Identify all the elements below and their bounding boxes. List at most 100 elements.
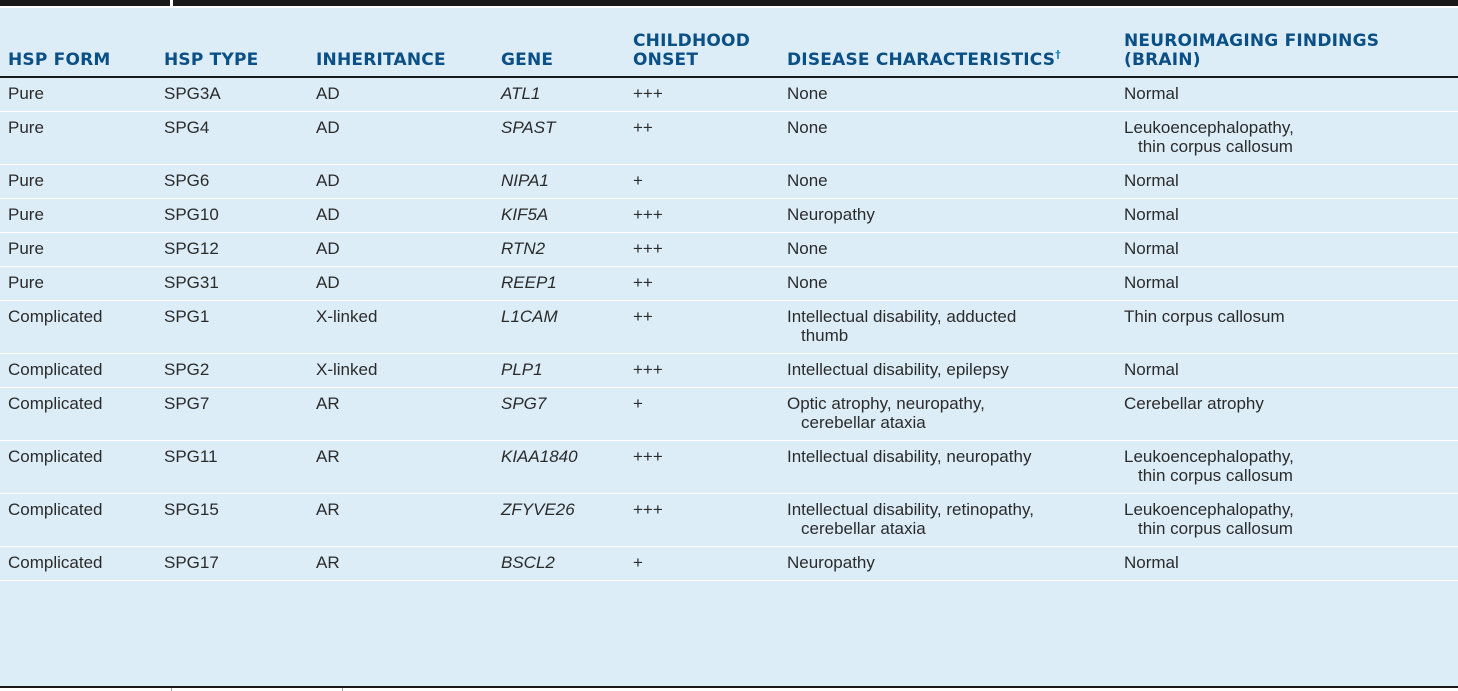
header-hsp-type: HSP TYPE (156, 8, 308, 78)
header-label: DISEASE CHARACTERISTICS (787, 50, 1056, 70)
table-row: Pure SPG4 AD SPAST ++ None Leukoencephalopathy… (0, 111, 1458, 165)
cell-neuroimaging-findings: Normal (1116, 164, 1458, 199)
header-disease-characteristics: DISEASE CHARACTERISTICS† (779, 8, 1116, 78)
cell-neuroimaging-findings: Leukoencephalopathy, thin corpus callosum (1116, 493, 1458, 547)
cell-hsp-type: SPG3A (156, 77, 308, 112)
cell-gene: NIPA1 (493, 164, 625, 199)
cell-childhood-onset: + (625, 546, 779, 581)
table-row: Complicated SPG1 X-linked L1CAM ++ Intellectu… (0, 300, 1458, 354)
cell-hsp-type: SPG15 (156, 493, 308, 547)
table-row: Pure SPG10 AD KIF5A +++ Neuropathy Normal (0, 198, 1458, 233)
bottom-rule (0, 686, 1458, 688)
cell-neuroimaging-findings: Normal (1116, 353, 1458, 388)
cell-neuroimaging-findings: Leukoencephalopathy, thin corpus callosum (1116, 440, 1458, 494)
cell-disease-characteristics: None (779, 111, 1116, 165)
cell-childhood-onset: ++ (625, 300, 779, 354)
cell-childhood-onset: + (625, 387, 779, 441)
cell-neuroimaging-findings: Normal (1116, 546, 1458, 581)
cell-disease-characteristics: Neuropathy (779, 546, 1116, 581)
header-label: INHERITANCE (316, 50, 446, 70)
cell-hsp-form: Pure (0, 232, 156, 267)
cell-neuroimaging-findings: Normal (1116, 77, 1458, 112)
cell-inheritance: AD (308, 111, 493, 165)
cell-neuroimaging-findings: Cerebellar atrophy (1116, 387, 1458, 441)
cell-hsp-type: SPG7 (156, 387, 308, 441)
cell-childhood-onset: ++ (625, 111, 779, 165)
cell-inheritance: AD (308, 232, 493, 267)
cell-neuroimaging-findings: Leukoencephalopathy, thin corpus callosum (1116, 111, 1458, 165)
cell-gene: RTN2 (493, 232, 625, 267)
table-row: Complicated SPG15 AR ZFYVE26 +++ Intellectual… (0, 493, 1458, 547)
cell-neuroimaging-findings: Normal (1116, 266, 1458, 301)
cell-hsp-type: SPG6 (156, 164, 308, 199)
cell-hsp-type: SPG11 (156, 440, 308, 494)
cell-childhood-onset: +++ (625, 493, 779, 547)
hsp-table: HSP FORM HSP TYPE INHERITANCE GENE CHILDHOOD… (0, 8, 1458, 581)
table-row: Pure SPG6 AD NIPA1 + None Normal (0, 164, 1458, 199)
cell-childhood-onset: +++ (625, 198, 779, 233)
cell-disease-characteristics: Intellectual disability, neuropathy (779, 440, 1116, 494)
cell-inheritance: AD (308, 266, 493, 301)
table-row: Pure SPG3A AD ATL1 +++ None Normal (0, 77, 1458, 112)
cell-disease-characteristics: Intellectual disability, adducted thumb (779, 300, 1116, 354)
cell-disease-characteristics: Intellectual disability, retinopathy, cer… (779, 493, 1116, 547)
cell-disease-characteristics: Intellectual disability, epilepsy (779, 353, 1116, 388)
cell-childhood-onset: +++ (625, 232, 779, 267)
header-label: HSP FORM (8, 50, 111, 70)
cell-neuroimaging-findings: Thin corpus callosum (1116, 300, 1458, 354)
cell-gene: ATL1 (493, 77, 625, 112)
cell-hsp-form: Pure (0, 266, 156, 301)
table-row: Complicated SPG17 AR BSCL2 + Neuropathy Normal (0, 546, 1458, 581)
header-row: HSP FORM HSP TYPE INHERITANCE GENE CHILDHOOD… (0, 8, 1458, 78)
cell-gene: PLP1 (493, 353, 625, 388)
header-childhood-onset: CHILDHOOD ONSET (625, 8, 779, 78)
cell-hsp-form: Complicated (0, 546, 156, 581)
cell-inheritance: AR (308, 387, 493, 441)
table-row: Complicated SPG11 AR KIAA1840 +++ Intellectua… (0, 440, 1458, 494)
top-rule (0, 0, 1458, 6)
cell-childhood-onset: ++ (625, 266, 779, 301)
cell-neuroimaging-findings: Normal (1116, 198, 1458, 233)
cell-gene: KIAA1840 (493, 440, 625, 494)
cell-gene: ZFYVE26 (493, 493, 625, 547)
cell-inheritance: X-linked (308, 353, 493, 388)
cell-hsp-form: Complicated (0, 353, 156, 388)
header-label: NEUROIMAGING FINDINGS (BRAIN) (1124, 31, 1380, 70)
cell-disease-characteristics: None (779, 266, 1116, 301)
cell-childhood-onset: +++ (625, 353, 779, 388)
table-row: Complicated SPG7 AR SPG7 + Optic atrophy, neu… (0, 387, 1458, 441)
cell-hsp-form: Pure (0, 164, 156, 199)
header-label: HSP TYPE (164, 50, 259, 70)
cell-hsp-form: Complicated (0, 440, 156, 494)
cell-childhood-onset: +++ (625, 440, 779, 494)
cell-inheritance: AD (308, 77, 493, 112)
cell-gene: SPAST (493, 111, 625, 165)
header-hsp-form: HSP FORM (0, 8, 156, 78)
table-container: HSP FORM HSP TYPE INHERITANCE GENE CHILDHOOD… (0, 8, 1458, 686)
cell-gene: L1CAM (493, 300, 625, 354)
column-divider (342, 688, 343, 691)
header-gene: GENE (493, 8, 625, 78)
table-row: Pure SPG31 AD REEP1 ++ None Normal (0, 266, 1458, 301)
cell-hsp-type: SPG1 (156, 300, 308, 354)
cell-hsp-type: SPG17 (156, 546, 308, 581)
cell-hsp-form: Complicated (0, 300, 156, 354)
cell-hsp-type: SPG4 (156, 111, 308, 165)
cell-gene: KIF5A (493, 198, 625, 233)
cell-inheritance: AD (308, 198, 493, 233)
cell-hsp-type: SPG31 (156, 266, 308, 301)
dagger-footnote-mark: † (1055, 48, 1061, 61)
cell-inheritance: AR (308, 546, 493, 581)
cell-gene: BSCL2 (493, 546, 625, 581)
cell-disease-characteristics: None (779, 164, 1116, 199)
cell-childhood-onset: + (625, 164, 779, 199)
cell-inheritance: AD (308, 164, 493, 199)
cell-hsp-form: Pure (0, 198, 156, 233)
cell-hsp-type: SPG10 (156, 198, 308, 233)
column-divider (171, 688, 172, 691)
cell-childhood-onset: +++ (625, 77, 779, 112)
cell-hsp-form: Complicated (0, 387, 156, 441)
cell-hsp-form: Pure (0, 77, 156, 112)
top-rule-break (170, 0, 173, 8)
